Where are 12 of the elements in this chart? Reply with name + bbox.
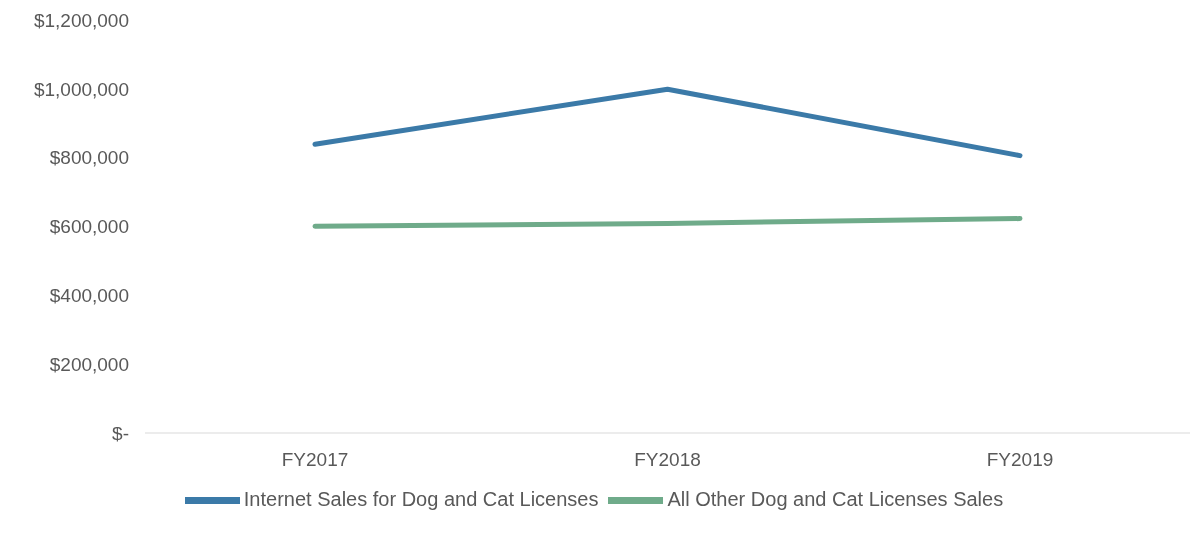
x-tick-label: FY2018 <box>634 449 701 471</box>
x-tick-label: FY2017 <box>281 449 349 471</box>
y-tick-label: $200,000 <box>49 353 129 375</box>
y-tick-label: $1,000,000 <box>33 78 129 100</box>
legend-label: Internet Sales for Dog and Cat Licenses <box>243 487 599 510</box>
y-tick-label: $600,000 <box>49 216 129 238</box>
x-tick-label: FY2019 <box>986 449 1054 471</box>
y-tick-label: $- <box>112 422 129 444</box>
legend-label: All Other Dog and Cat Licenses Sales <box>667 487 1004 510</box>
y-tick-label: $400,000 <box>49 285 129 307</box>
y-tick-label: $800,000 <box>49 147 129 169</box>
y-tick-label: $1,200,000 <box>33 9 129 31</box>
